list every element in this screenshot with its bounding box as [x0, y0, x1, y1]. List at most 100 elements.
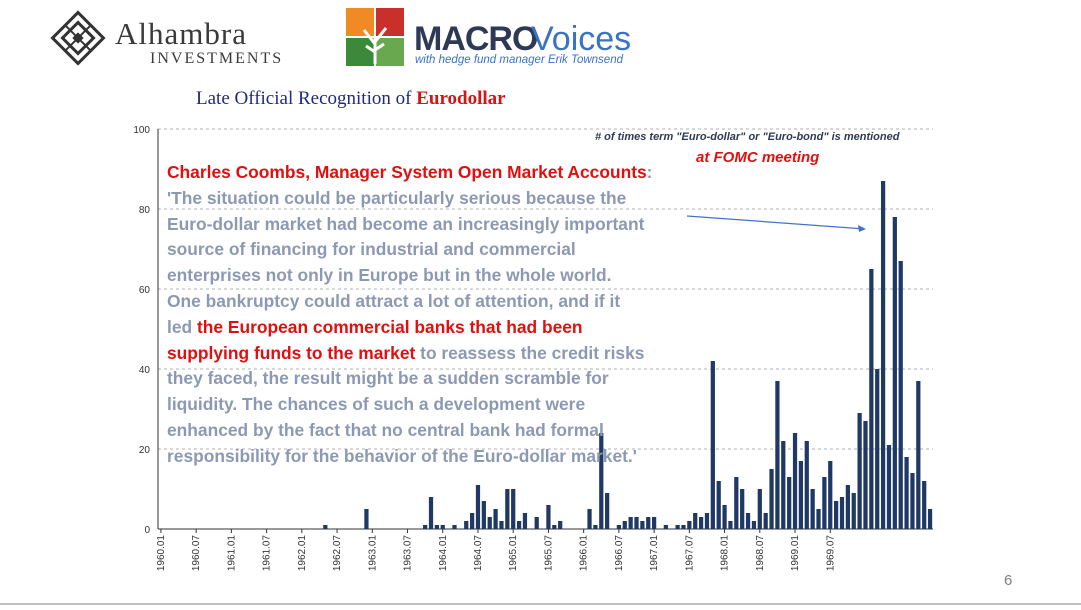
bar — [652, 517, 657, 529]
bar — [851, 493, 856, 529]
quote-line: Euro-dollar market had become an increas… — [167, 213, 645, 234]
slide-title: Late Official Recognition of Eurodollar — [196, 88, 506, 110]
bar — [481, 501, 486, 529]
arrow-line — [686, 215, 861, 230]
bar — [534, 517, 539, 529]
bar — [628, 517, 633, 529]
bar — [487, 517, 492, 529]
bar — [687, 521, 692, 529]
bar — [716, 481, 721, 529]
bar — [769, 469, 774, 529]
bar — [587, 509, 592, 529]
x-tick-label: 1966.07 — [614, 535, 625, 572]
quote-line: responsibility for the behavior of the E… — [167, 445, 637, 466]
bar — [546, 505, 551, 529]
bar — [927, 509, 933, 529]
quote-fragment: led — [167, 316, 197, 337]
bar — [880, 181, 886, 529]
bar — [364, 509, 369, 529]
bar — [663, 525, 668, 529]
bar — [839, 497, 845, 529]
quote-line: they faced, the result might be a sudden… — [167, 368, 609, 389]
bar — [516, 521, 522, 529]
x-tick-label: 1965.07 — [543, 535, 554, 572]
bar — [552, 525, 557, 529]
bar — [910, 473, 915, 529]
bar — [464, 521, 469, 529]
x-tick-label: 1968.01 — [720, 535, 731, 572]
bar — [440, 525, 445, 529]
bar — [710, 361, 715, 529]
x-tick-label: 1965.01 — [508, 535, 519, 572]
x-tick-label: 1966.01 — [579, 535, 590, 572]
quote-line: source of financing for industrial and c… — [167, 239, 576, 260]
bar — [892, 217, 897, 529]
quote-block: Charles Coombs, Manager System Open Mark… — [167, 160, 727, 470]
quote-emphasis: the European commercial banks that had b… — [196, 316, 583, 337]
bar — [916, 381, 921, 529]
quote-line: 'The situation could be particularly ser… — [167, 187, 627, 208]
y-tick-label: 40 — [139, 365, 151, 376]
bar — [728, 521, 733, 529]
bar — [863, 421, 868, 529]
arrow-head-icon — [858, 225, 866, 232]
bar — [499, 521, 504, 529]
x-tick-label: 1964.01 — [438, 535, 449, 572]
y-tick-label: 100 — [133, 125, 150, 136]
bar — [757, 489, 762, 529]
bar — [810, 489, 815, 529]
alhambra-sub: INVESTMENTS — [150, 50, 284, 67]
bar — [875, 369, 880, 529]
y-tick-label: 0 — [144, 525, 150, 536]
bar — [511, 489, 516, 529]
x-tick-label: 1969.01 — [790, 535, 801, 572]
title-highlight: Eurodollar — [416, 88, 506, 109]
chart-annotation-sub: at FOMC meeting — [696, 149, 820, 166]
bar — [475, 485, 481, 529]
x-tick-label: 1967.01 — [649, 535, 660, 572]
bar — [834, 501, 839, 529]
bar — [816, 509, 821, 529]
x-tick-label: 1960.01 — [156, 535, 167, 572]
bar — [616, 525, 622, 529]
quote-line: enterprises not only in Europe but in th… — [167, 265, 612, 286]
x-tick-label: 1960.07 — [191, 535, 202, 572]
quote-line: One bankruptcy could attract a lot of at… — [167, 290, 621, 311]
bar — [522, 513, 528, 529]
alhambra-name: Alhambra — [115, 16, 247, 51]
bar — [745, 513, 751, 529]
bar — [845, 485, 850, 529]
bar — [904, 457, 909, 529]
chart-annotation: # of times term "Euro-dollar" or "Euro-b… — [595, 131, 900, 143]
alhambra-logo-icon — [50, 10, 106, 66]
x-tick-label: 1962.07 — [332, 535, 343, 572]
x-tick-label: 1969.07 — [825, 535, 836, 572]
bar — [722, 505, 727, 529]
bar — [792, 433, 798, 529]
bar — [704, 513, 710, 529]
quote-emphasis: supplying funds to the market — [167, 342, 416, 363]
quote-heading-line: Charles Coombs, Manager System Open Mark… — [167, 160, 727, 186]
bar — [828, 461, 833, 529]
title-prefix: Late Official Recognition of — [196, 88, 417, 109]
quote-colon: : — [646, 162, 653, 182]
bar — [599, 433, 604, 529]
bar — [822, 477, 827, 529]
bar — [804, 441, 809, 529]
bar — [734, 477, 739, 529]
macrovoices-voices: Voices — [531, 20, 632, 58]
quote-line: enhanced by the fact that no central ban… — [167, 419, 604, 440]
bar — [452, 525, 457, 529]
bar — [740, 489, 745, 529]
macrovoices-logo-icon — [346, 8, 404, 66]
bar — [428, 497, 434, 529]
x-tick-label: 1968.07 — [755, 535, 766, 572]
bar — [646, 517, 651, 529]
x-tick-label: 1961.01 — [226, 535, 237, 572]
bar — [869, 269, 874, 529]
x-tick-label: 1961.07 — [262, 535, 273, 572]
bar — [787, 477, 792, 529]
bar — [857, 413, 862, 529]
